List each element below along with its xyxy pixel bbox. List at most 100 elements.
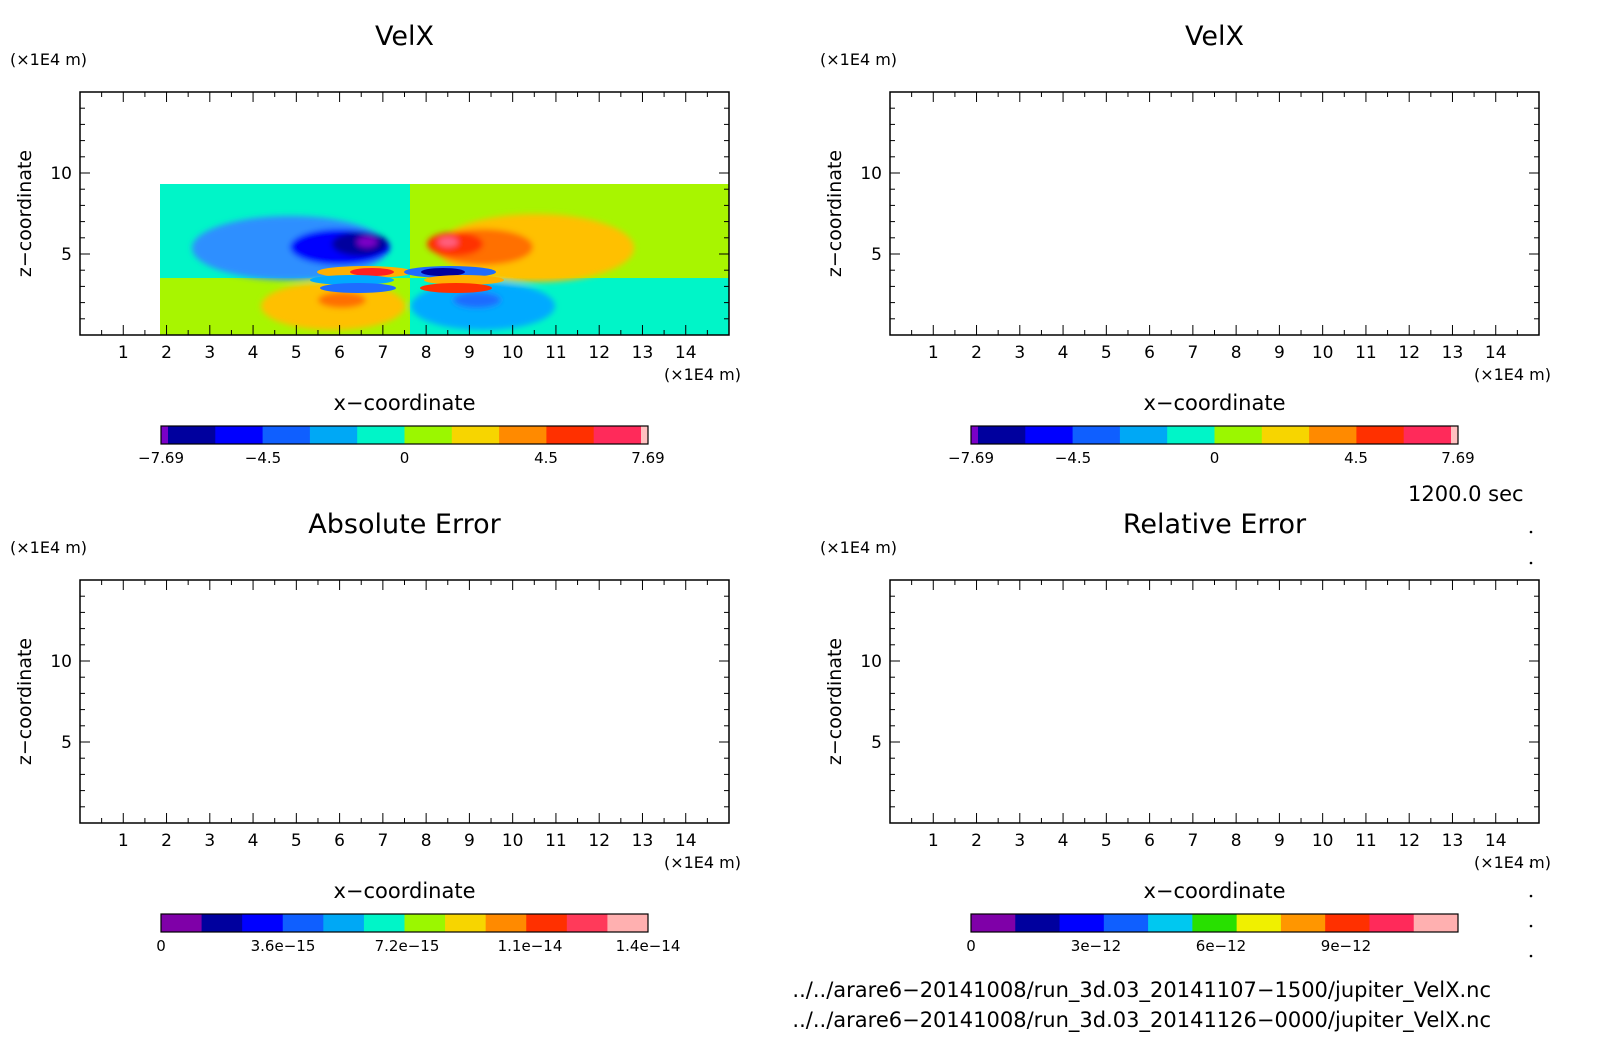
y-tick-label: 5 <box>871 245 882 265</box>
y-tick-label: 10 <box>860 164 882 184</box>
colorbar-swatch <box>445 914 487 932</box>
colorbar-swatch <box>357 426 405 444</box>
x-tick-label: 6 <box>1144 343 1155 363</box>
colorbar-swatch <box>1119 426 1168 444</box>
colorbar-swatch <box>404 914 446 932</box>
y-axis-label: z−coordinate <box>14 638 36 765</box>
y-unit-label: (×1E4 m) <box>820 538 897 557</box>
x-tick-label: 8 <box>1231 343 1242 363</box>
panel-title: Absolute Error <box>308 509 501 540</box>
x-tick-label: 4 <box>1058 831 1069 851</box>
panel-title: VelX <box>375 21 434 52</box>
panel-velx-2: VelX (×1E4 m) (×1E4 m) x−coordinate z−coordi… <box>820 21 1551 467</box>
x-unit-label: (×1E4 m) <box>1474 853 1551 872</box>
colorbar-swatch <box>1072 426 1121 444</box>
panel-absolute-error: Absolute Error (×1E4 m) (×1E4 m) x−coordina… <box>10 509 741 955</box>
x-axis-label: x−coordinate <box>333 391 475 415</box>
colorbar-swatch <box>242 914 284 932</box>
colorbar: 0 3e−12 6e−12 9e−12 <box>966 913 1459 955</box>
colorbar-label: 0 <box>966 937 976 955</box>
x-tick-label: 6 <box>334 831 345 851</box>
time-label: 1200.0 sec <box>1408 482 1524 506</box>
colorbar-swatch <box>978 426 1026 444</box>
x-tick-label: 8 <box>421 831 432 851</box>
y-unit-label: (×1E4 m) <box>820 50 897 69</box>
colorbar-swatch <box>1261 426 1310 444</box>
colorbar-label: 3e−12 <box>1071 937 1121 955</box>
colorbar-label: −7.69 <box>138 449 184 467</box>
x-tick-label: 1 <box>118 831 129 851</box>
x-axis-label: x−coordinate <box>1143 391 1285 415</box>
colorbar-swatch <box>1059 914 1105 932</box>
relative-error-field <box>890 578 1539 823</box>
panel-title: Relative Error <box>1123 509 1307 540</box>
colorbar-frame <box>970 913 1459 933</box>
colorbar-label: 1.1e−14 <box>498 937 563 955</box>
file-path-2: ../../arare6−20141008/run_3d.03_20141126… <box>792 1008 1491 1032</box>
x-tick-label: 1 <box>928 343 939 363</box>
colorbar-swatch <box>1214 426 1263 444</box>
y-axis-label: z−coordinate <box>824 150 846 277</box>
x-tick-label: 12 <box>588 831 610 851</box>
x-tick-label: 13 <box>632 343 654 363</box>
colorbar-label: 7.2e−15 <box>375 937 440 955</box>
x-tick-label: 9 <box>1274 343 1285 363</box>
colorbar-swatch <box>1192 914 1238 932</box>
colorbar: −7.69 −4.5 0 4.5 7.69 <box>138 425 665 467</box>
colorbar-swatch <box>566 914 608 932</box>
colorbar-label: 6e−12 <box>1196 937 1246 955</box>
velx-field <box>160 184 729 335</box>
x-tick-label: 8 <box>421 343 432 363</box>
colorbar-swatch <box>1025 426 1074 444</box>
colorbar-label: 0 <box>400 449 410 467</box>
x-tick-label: 1 <box>118 343 129 363</box>
absolute-error-field <box>80 580 729 823</box>
x-tick-label: 10 <box>1312 831 1334 851</box>
x-tick-label: 13 <box>1442 343 1464 363</box>
colorbar-swatch <box>1167 426 1215 444</box>
x-tick-label: 7 <box>1187 831 1198 851</box>
colorbar-swatch <box>1369 914 1415 932</box>
x-tick-label: 1 <box>928 831 939 851</box>
x-tick-label: 3 <box>204 831 215 851</box>
colorbar-frame <box>160 913 649 933</box>
y-axis-label: z−coordinate <box>14 150 36 277</box>
x-tick-label: 2 <box>161 343 172 363</box>
colorbar-swatch <box>607 914 649 932</box>
margin-dot <box>1529 530 1533 534</box>
y-tick-label: 5 <box>61 733 72 753</box>
x-tick-label: 2 <box>161 831 172 851</box>
colorbar-swatch <box>404 426 453 444</box>
x-tick-label: 8 <box>1231 831 1242 851</box>
colorbar-swatch <box>161 426 169 444</box>
x-axis-label: x−coordinate <box>333 879 475 903</box>
y-axis-label: z−coordinate <box>824 638 846 765</box>
x-tick-label: 6 <box>1144 831 1155 851</box>
x-axis-label: x−coordinate <box>1143 879 1285 903</box>
margin-dot <box>1529 864 1533 868</box>
x-tick-label: 14 <box>1485 343 1507 363</box>
x-unit-label: (×1E4 m) <box>664 853 741 872</box>
colorbar-swatch <box>161 914 203 932</box>
x-tick-label: 4 <box>1058 343 1069 363</box>
x-tick-label: 14 <box>675 343 697 363</box>
panel-relative-error: Relative Error (×1E4 m) (×1E4 m) x−coordina… <box>820 509 1551 955</box>
x-tick-label: 2 <box>971 343 982 363</box>
x-tick-label: 3 <box>1014 831 1025 851</box>
colorbar-swatch <box>1148 914 1193 932</box>
colorbar-swatch <box>1451 426 1459 444</box>
colorbar-swatch <box>526 914 568 932</box>
y-tick-label: 10 <box>50 164 72 184</box>
colorbar-swatch <box>282 914 324 932</box>
colorbar-swatch <box>971 426 979 444</box>
x-tick-label: 6 <box>334 343 345 363</box>
y-tick-label: 5 <box>61 245 72 265</box>
margin-dot <box>1529 561 1533 565</box>
y-unit-label: (×1E4 m) <box>10 50 87 69</box>
colorbar-swatch <box>593 426 642 444</box>
y-tick-label: 10 <box>50 652 72 672</box>
colorbar-swatch <box>641 426 649 444</box>
x-tick-label: 9 <box>464 343 475 363</box>
colorbar-swatch <box>1103 914 1149 932</box>
x-tick-label: 5 <box>1101 343 1112 363</box>
